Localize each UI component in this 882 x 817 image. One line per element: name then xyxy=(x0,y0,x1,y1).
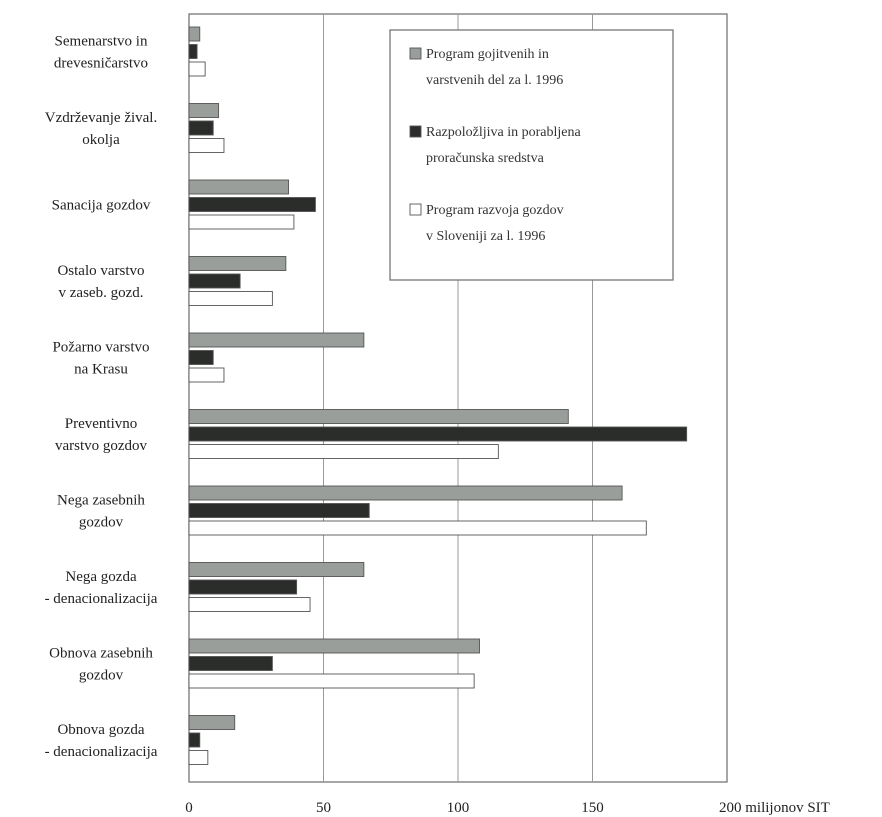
bar xyxy=(188,562,365,577)
category-label: Obnova gozda xyxy=(57,722,144,738)
bar xyxy=(188,197,316,212)
bar xyxy=(188,214,295,230)
category-label: Semenarstvo in xyxy=(55,34,148,50)
bar xyxy=(188,61,206,77)
bar xyxy=(188,750,209,765)
category-label: drevesničarstvo xyxy=(54,56,148,72)
bar xyxy=(188,273,241,289)
bar xyxy=(188,179,289,195)
bar xyxy=(188,673,475,689)
category-label: Vzdrževanje žival. xyxy=(45,110,157,126)
bar xyxy=(188,579,298,595)
bar xyxy=(188,291,273,306)
bar xyxy=(188,138,225,153)
category-label: - denacionalizacija xyxy=(45,744,158,760)
legend-swatch xyxy=(409,47,422,60)
category-label: na Krasu xyxy=(74,362,128,378)
bar xyxy=(188,732,201,748)
bar xyxy=(188,715,236,730)
bar xyxy=(188,103,220,118)
category-label: Sanacija gozdov xyxy=(52,198,151,214)
bar xyxy=(188,120,214,136)
category-label: Preventivno xyxy=(65,416,138,432)
category-label: Obnova zasebnih xyxy=(49,646,153,662)
bar xyxy=(188,367,225,383)
bar xyxy=(188,444,499,459)
bar xyxy=(188,656,273,671)
category-label: - denacionalizacija xyxy=(45,591,158,607)
bar xyxy=(188,44,198,59)
legend-box xyxy=(389,29,674,281)
x-tick-label: 0 xyxy=(185,800,193,816)
category-label: Požarno varstvo xyxy=(52,340,149,356)
legend-label: proračunska sredstva xyxy=(426,151,545,166)
bar xyxy=(188,638,480,654)
legend-swatch xyxy=(409,125,422,138)
legend-label: Program razvoja gozdov xyxy=(426,203,564,218)
category-label: varstvo gozdov xyxy=(55,438,148,454)
legend-label: Razpoložljiva in porabljena xyxy=(426,125,582,140)
category-label: gozdov xyxy=(79,515,124,531)
bar xyxy=(188,597,311,612)
category-label: Ostalo varstvo xyxy=(57,263,144,279)
bar xyxy=(188,503,370,518)
bar xyxy=(188,520,647,536)
category-label: okolja xyxy=(82,132,120,148)
x-tick-label: 150 xyxy=(581,800,604,816)
bar xyxy=(188,332,365,348)
bar xyxy=(188,256,287,271)
bar xyxy=(188,485,623,501)
x-tick-label: 200 milijonov SIT xyxy=(719,800,830,816)
legend-label: varstvenih del za l. 1996 xyxy=(426,73,563,88)
category-label: Nega gozda xyxy=(65,569,137,585)
bar xyxy=(188,26,201,42)
x-tick-label: 100 xyxy=(447,800,470,816)
legend-swatch xyxy=(409,203,422,216)
x-tick-label: 50 xyxy=(316,800,331,816)
category-label: v zaseb. gozd. xyxy=(59,285,144,301)
legend-label: v Sloveniji za l. 1996 xyxy=(426,229,545,244)
legend-label: Program gojitvenih in xyxy=(426,47,549,62)
category-label: gozdov xyxy=(79,668,124,684)
bar xyxy=(188,350,214,365)
category-label: Nega zasebnih xyxy=(57,493,145,509)
bar xyxy=(188,426,688,442)
bar xyxy=(188,409,569,424)
